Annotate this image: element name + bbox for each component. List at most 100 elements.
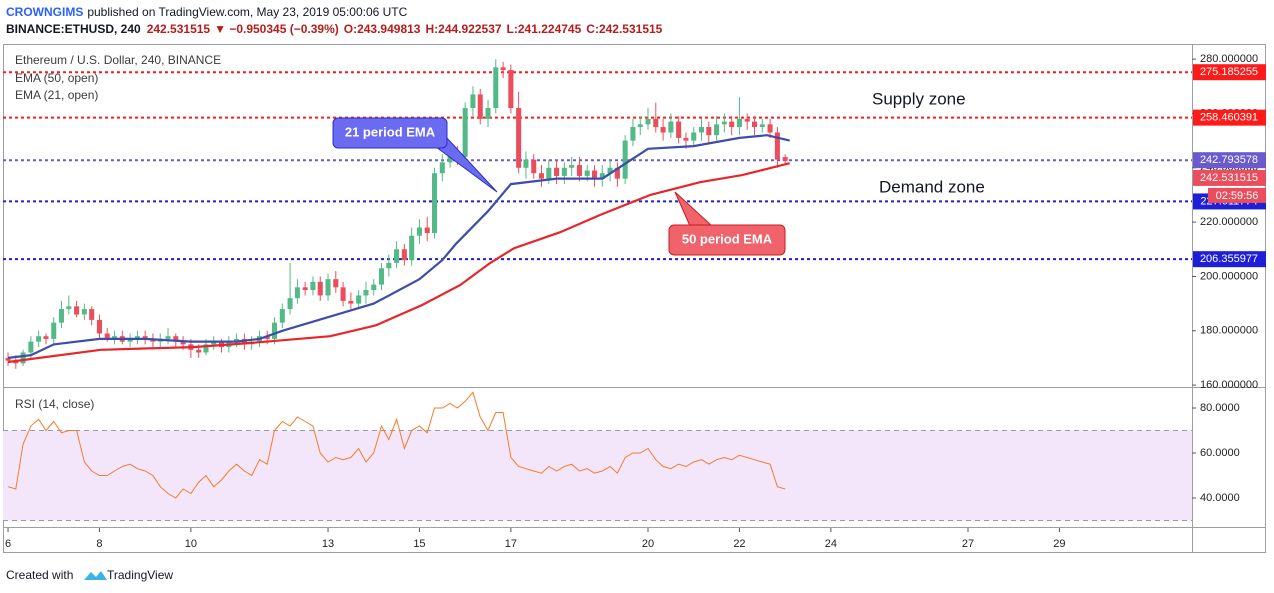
chart-frame bbox=[3, 44, 1266, 553]
published: published on TradingView.com, May 23, 20… bbox=[87, 5, 407, 19]
candle-body bbox=[317, 281, 323, 296]
candle-body bbox=[668, 121, 674, 133]
y-tick-label: 280.000000 bbox=[1200, 53, 1258, 65]
x-tick-label: 24 bbox=[825, 538, 837, 550]
candle-body bbox=[356, 295, 362, 304]
candle-body bbox=[607, 167, 613, 174]
header-line-1: CROWNGIMS published on TradingView.com, M… bbox=[6, 5, 408, 19]
candle-body bbox=[310, 281, 316, 291]
candle-body bbox=[340, 287, 346, 301]
candle-body bbox=[523, 159, 529, 168]
header-line-2: BINANCE:ETHUSD, 240 242.531515 ▼ −0.950345… bbox=[6, 22, 663, 36]
callout-text: 21 period EMA bbox=[345, 124, 436, 139]
callout-text: 50 period EMA bbox=[682, 231, 773, 246]
brand-logo bbox=[84, 571, 107, 580]
candle-body bbox=[508, 69, 514, 109]
candle-body bbox=[500, 67, 506, 70]
candle-body bbox=[782, 157, 788, 161]
candle-body bbox=[5, 357, 11, 361]
candle-body bbox=[691, 132, 697, 141]
candle-body bbox=[36, 336, 42, 342]
countdown-bg bbox=[1208, 187, 1266, 203]
candle-body bbox=[211, 341, 217, 345]
candle-body bbox=[683, 137, 689, 141]
legend-entry: EMA (21, open) bbox=[15, 88, 98, 102]
plot-layer: 160.000000 180.000000 200.000000 220.000000… bbox=[3, 53, 1266, 550]
candle-body bbox=[561, 167, 567, 176]
candle-body bbox=[394, 249, 400, 263]
y-tick-label: 40.0000 bbox=[1200, 492, 1240, 504]
candle-body bbox=[325, 279, 331, 296]
close: C:242.531515 bbox=[586, 22, 662, 36]
ema-line bbox=[7, 162, 790, 364]
y-tick-label: 200.000000 bbox=[1200, 270, 1258, 282]
candle-body bbox=[637, 124, 643, 128]
x-tick-label: 15 bbox=[413, 538, 425, 550]
candle-body bbox=[279, 309, 285, 323]
legend-entry: EMA (50, open) bbox=[15, 71, 98, 85]
candle-body bbox=[196, 349, 202, 353]
candle-body bbox=[127, 338, 133, 342]
candle-body bbox=[599, 173, 605, 179]
x-tick-label: 8 bbox=[96, 538, 102, 550]
candle-body bbox=[43, 336, 49, 339]
y-tick-label: 220.000000 bbox=[1200, 216, 1258, 228]
x-tick-label: 20 bbox=[642, 538, 654, 550]
chart-title: Ethereum / U.S. Dollar, 240, BINANCE bbox=[15, 53, 221, 67]
candle-body bbox=[493, 67, 499, 109]
candle-body bbox=[89, 309, 95, 320]
y-tick-label: 180.000000 bbox=[1200, 325, 1258, 337]
candle-body bbox=[165, 336, 171, 339]
candle-body bbox=[58, 309, 65, 323]
candle-body bbox=[104, 333, 110, 339]
x-tick-label: 17 bbox=[505, 538, 517, 550]
level-label-bg bbox=[1193, 109, 1266, 126]
candle-body bbox=[477, 94, 483, 119]
candle-body bbox=[142, 336, 148, 339]
candle-body bbox=[134, 336, 140, 339]
last-price-bg bbox=[1193, 169, 1266, 186]
candle-body bbox=[592, 170, 598, 179]
y-tick-label: 60.0000 bbox=[1200, 447, 1240, 459]
candle-body bbox=[462, 108, 468, 157]
candle-body bbox=[401, 249, 407, 261]
candle-body bbox=[714, 124, 720, 136]
candle-body bbox=[51, 322, 57, 339]
candle-body bbox=[614, 167, 620, 179]
y-tick-label: 80.0000 bbox=[1200, 402, 1240, 414]
candle-body bbox=[516, 108, 522, 168]
ema-line bbox=[7, 134, 790, 359]
footer-brand[interactable]: TradingView bbox=[107, 568, 173, 582]
author[interactable]: CROWNGIMS bbox=[6, 5, 83, 19]
candle-body bbox=[363, 290, 369, 296]
candle-body bbox=[173, 336, 179, 342]
level-label: 206.355977 bbox=[1200, 253, 1258, 265]
candle-body bbox=[378, 268, 385, 285]
candle-body bbox=[736, 118, 742, 128]
x-tick-label: 27 bbox=[962, 538, 974, 550]
candle-body bbox=[660, 127, 666, 133]
x-tick-label: 22 bbox=[733, 538, 745, 550]
open: O:243.949813 bbox=[344, 22, 421, 36]
change: ▼ −0.950345 (−0.39%) bbox=[214, 22, 339, 36]
countdown: 02:59:56 bbox=[1216, 190, 1259, 202]
candle-body bbox=[470, 94, 476, 109]
candle-body bbox=[744, 118, 750, 122]
candle-body bbox=[584, 170, 590, 176]
candle-body bbox=[424, 227, 430, 233]
x-tick-label: 29 bbox=[1053, 538, 1065, 550]
symbol: BINANCE:ETHUSD, 240 bbox=[6, 22, 141, 36]
candle-body bbox=[416, 227, 422, 236]
level-label-bg bbox=[1193, 251, 1266, 268]
rsi-band bbox=[3, 430, 1192, 521]
candle-body bbox=[81, 309, 87, 315]
candle-body bbox=[729, 121, 735, 128]
x-tick-label: 6 bbox=[5, 538, 11, 550]
candle-body bbox=[302, 287, 308, 291]
candle-body bbox=[294, 287, 300, 299]
candle-body bbox=[66, 306, 72, 310]
rsi-line bbox=[7, 391, 786, 499]
candle-body bbox=[180, 341, 186, 345]
